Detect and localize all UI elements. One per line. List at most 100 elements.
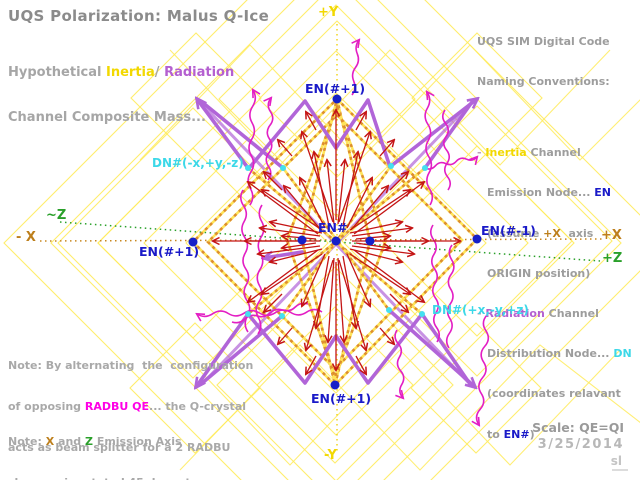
radiation-squiggle [441,109,452,191]
lattice-zigzag [169,49,611,166]
legend-text: axis [560,226,594,240]
signature-underline [612,469,628,471]
axis-label-plus-x: +X [601,228,622,243]
legend-heading-1: UQS SIM Digital Code [477,34,610,48]
emission-arrow [379,327,394,344]
lattice-diamond [143,50,529,436]
legend-heading-2: Naming Conventions: [477,75,610,89]
note1-line2: of opposing RADBU QE... the Q-crystal [8,400,253,414]
naming-conventions: UQS SIM Digital Code Naming Conventions:… [477,8,637,468]
emission-arrow [284,186,322,231]
radiation-squiggle [197,308,323,317]
lattice-diamond [129,322,261,454]
lattice-diamond [3,0,640,480]
legend-text: Distribution Node... [487,347,614,361]
lattice-diamond [218,0,456,218]
purple-dart [387,308,475,387]
purple-dart [199,314,284,386]
radiation-squiggle [247,90,255,206]
lattice-diamond [50,0,622,480]
lattice-diamond [216,266,454,480]
dn-node-dot [422,165,428,171]
emission-arrow [282,242,317,248]
subtitle-slash: / [154,64,165,80]
purple-dart [389,99,477,168]
page-title: UQS Polarization: Malus Q-Ice [8,7,270,25]
z-code: Z [85,434,93,448]
node-label-en-left: EN(#+1) [139,244,200,259]
axis-label-minus-y: -Y [324,448,337,463]
axis-label-plus-y: +Y [318,5,339,20]
emission-arrow [302,253,326,306]
emission-arrow [337,257,344,342]
radiation-word: Radiation [485,306,545,320]
plus-x-code: +X [543,226,561,240]
emission-arrow [314,152,330,227]
legend-item-inertia: - Inertia Channel [477,146,637,159]
emission-arrow [342,255,356,328]
bullet-dash: - [477,306,486,320]
emission-arrow [262,253,323,294]
dn-node-dot [419,311,425,317]
emission-arrow [328,257,335,342]
radiation-squiggle [240,189,251,333]
subtitle-pre: Hypothetical [8,64,107,80]
date-label: 3/25/2014 [537,437,624,452]
emission-arrow [270,248,323,262]
emission-arrow [346,253,370,306]
emission-arrow [346,178,372,229]
emission-arrow [389,172,408,191]
axis-label-tilde-z: ~Z [46,208,67,223]
radiation-squiggles [197,40,490,425]
emission-arrow [350,186,388,231]
note-text: and [54,434,85,448]
radiation-squiggle [477,314,490,425]
purple-dart [197,99,250,170]
emission-arrow [306,355,317,374]
en-node-dot [332,94,342,104]
emission-arrow [389,293,408,312]
emission-arrow [260,228,321,237]
emission-arrow [327,160,335,225]
emission-arrow [349,190,410,231]
note-emission-axis: Note: X and Z Emission Axis shown... is … [8,407,198,480]
emission-arrow [351,228,412,237]
legend-text: (assume [487,226,544,240]
emission-arrows [213,110,460,374]
dn-node-dot [279,313,285,319]
radiation-squiggle [394,329,405,398]
lattice-diamond [341,105,613,377]
emission-arrow [353,249,424,302]
note-text: ... the Q-crystal [149,399,247,413]
emission-arrow [278,327,293,344]
emission-arrow [342,152,358,227]
legend-text: Channel [544,306,599,320]
legend-item-inertia-l2: Emission Node... EN [477,186,637,199]
legend-item-radiation-l2: Distribution Node... DN [477,347,637,360]
node-label-dn-lower: DN#(+x,-y,+z) [432,303,529,317]
en-node-dot [188,237,198,247]
lattice-diamond [97,147,289,339]
radiation-highlight: Radiation [164,64,235,80]
emission-arrow [248,249,319,302]
dn-node-dot [280,165,286,171]
x-axis-dotted [39,238,603,242]
radiation-squiggle [424,157,477,170]
emission-arrow [264,172,283,191]
en-node-dot [472,234,482,244]
radiation-squiggle [352,40,359,96]
emission-arrow [355,112,366,131]
legend-text: to [487,427,504,441]
legend-text: Channel [526,146,581,160]
node-label-en-top: EN(#+1) [305,81,366,96]
legend-item-radiation-l3: (coordinates relavant [487,387,621,401]
lattice-diamond [130,32,262,164]
inertia-highlight: Inertia [106,64,155,80]
emission-arrow [300,178,326,229]
note-text: Emission Axis [92,434,182,448]
legend-item-radiation: - Radiation Channel [477,307,637,320]
emission-arrow [338,132,370,223]
en-code: EN [594,186,612,200]
dn-node-dot [388,163,394,169]
